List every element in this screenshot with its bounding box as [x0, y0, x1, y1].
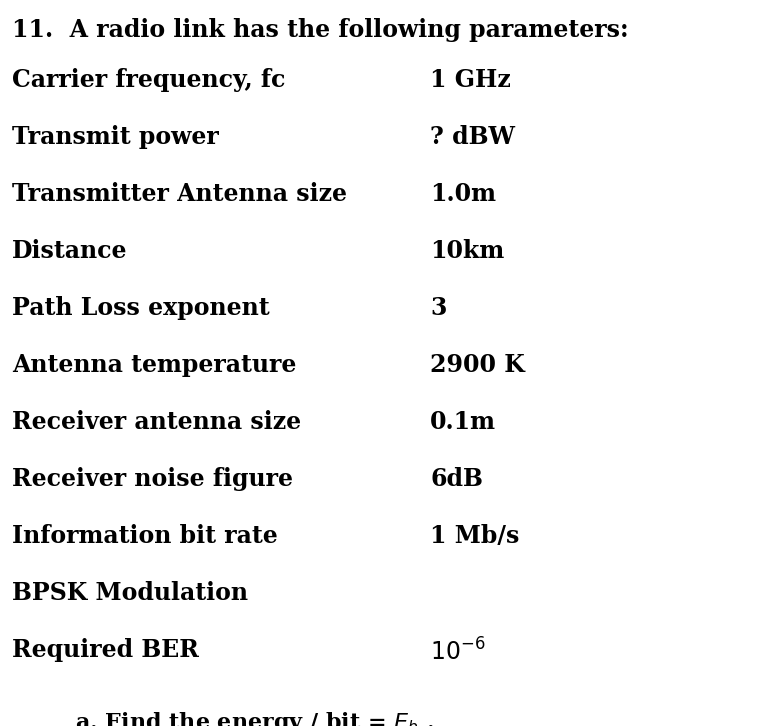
Text: Information bit rate: Information bit rate — [12, 524, 277, 548]
Text: 0.1m: 0.1m — [430, 410, 496, 434]
Text: Carrier frequency, fc: Carrier frequency, fc — [12, 68, 285, 92]
Text: 3: 3 — [430, 296, 446, 320]
Text: Transmitter Antenna size: Transmitter Antenna size — [12, 182, 347, 206]
Text: 6dB: 6dB — [430, 467, 483, 491]
Text: Transmit power: Transmit power — [12, 125, 219, 149]
Text: $10^{-6}$: $10^{-6}$ — [430, 638, 486, 665]
Text: ? dBW: ? dBW — [430, 125, 515, 149]
Text: Required BER: Required BER — [12, 638, 199, 662]
Text: 1.0m: 1.0m — [430, 182, 496, 206]
Text: Receiver antenna size: Receiver antenna size — [12, 410, 301, 434]
Text: 2900 K: 2900 K — [430, 353, 525, 377]
Text: Path Loss exponent: Path Loss exponent — [12, 296, 270, 320]
Text: a. Find the energy / bit = $E_b$ .: a. Find the energy / bit = $E_b$ . — [75, 710, 434, 726]
Text: 1 Mb/s: 1 Mb/s — [430, 524, 519, 548]
Text: Receiver noise figure: Receiver noise figure — [12, 467, 293, 491]
Text: 11.  A radio link has the following parameters:: 11. A radio link has the following param… — [12, 18, 628, 42]
Text: 1 GHz: 1 GHz — [430, 68, 511, 92]
Text: BPSK Modulation: BPSK Modulation — [12, 581, 248, 605]
Text: Distance: Distance — [12, 239, 127, 263]
Text: 10km: 10km — [430, 239, 504, 263]
Text: Antenna temperature: Antenna temperature — [12, 353, 296, 377]
